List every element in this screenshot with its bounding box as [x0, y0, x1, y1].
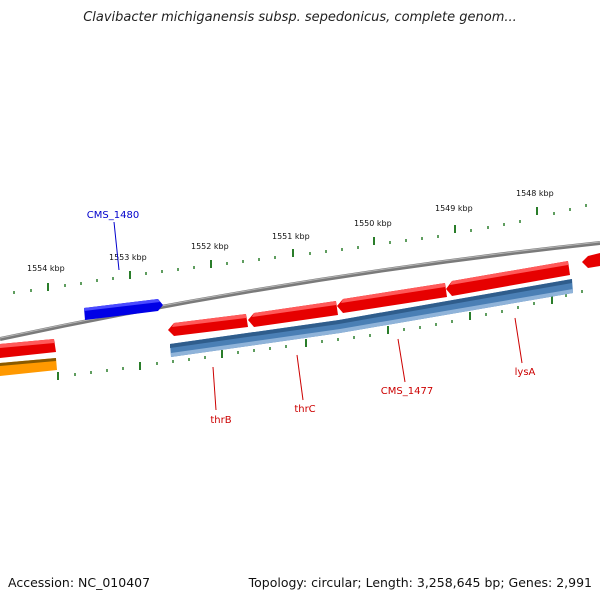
reverse-genes [0, 261, 570, 376]
genome-backbone [0, 241, 600, 341]
gene-arrow[interactable] [84, 299, 163, 320]
gene-label-thrb[interactable]: thrB [210, 415, 231, 426]
gene-label-lysa[interactable]: lysA [515, 367, 536, 378]
gene-label-thrc[interactable]: thrC [294, 404, 315, 415]
tick-labels: 1554 kbp 1553 kbp 1552 kbp 1551 kbp 1550… [27, 189, 554, 273]
gene-labels: CMS_1480 thrB thrC CMS_1477 lysA [87, 210, 536, 426]
topology-summary: Topology: circular; Length: 3,258,645 bp… [248, 575, 592, 590]
tick-label-1554: 1554 kbp [27, 264, 65, 273]
leader-lines [113, 221, 523, 411]
tick-label-1550: 1550 kbp [354, 219, 392, 228]
upper-ticks [13, 204, 587, 294]
cds-bar[interactable] [170, 279, 573, 357]
tick-label-1551: 1551 kbp [272, 232, 310, 241]
forward-genes [84, 253, 600, 320]
map-title: Clavibacter michiganensis subsp. sepedon… [83, 10, 517, 25]
gene-label-cms1480[interactable]: CMS_1480 [87, 210, 139, 221]
accession-text: Accession: NC_010407 [8, 575, 151, 590]
tick-label-1549: 1549 kbp [435, 204, 473, 213]
tick-label-1552: 1552 kbp [191, 242, 229, 251]
lower-ticks [57, 290, 583, 380]
gene-arrow[interactable] [582, 253, 600, 268]
tick-label-1548: 1548 kbp [516, 189, 554, 198]
tick-label-1553: 1553 kbp [109, 253, 147, 262]
gene-label-cms1477[interactable]: CMS_1477 [381, 386, 433, 397]
